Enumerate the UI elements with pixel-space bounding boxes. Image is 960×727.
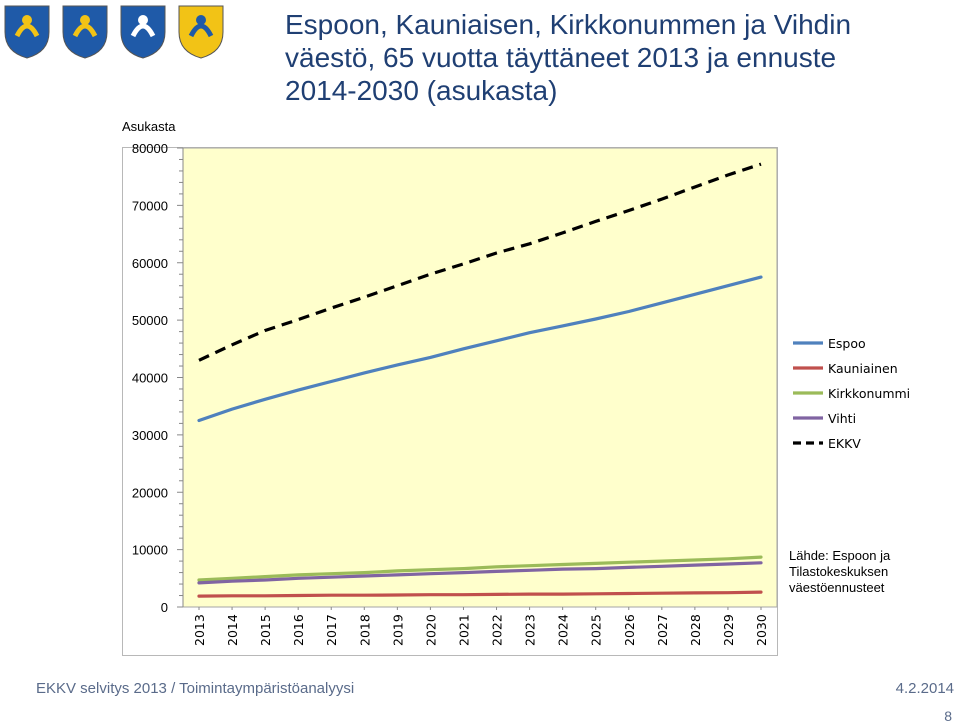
legend-swatch xyxy=(793,366,823,370)
y-tick-label: 30000 xyxy=(132,428,168,443)
y-tick-label: 20000 xyxy=(132,485,168,500)
y-tick-label: 10000 xyxy=(132,543,168,558)
legend-item-kauniainen: Kauniainen xyxy=(792,359,952,384)
x-tick-label: 2023 xyxy=(523,614,538,646)
series-line-kirkkonummi xyxy=(197,555,763,582)
plot-area xyxy=(182,147,778,608)
x-tick-label: 2019 xyxy=(390,614,405,646)
source-line-2: Tilastokeskuksen xyxy=(789,564,889,579)
footer-title: EKKV selvitys 2013 / Toimintaympäristöan… xyxy=(36,680,355,697)
legend-swatch xyxy=(793,416,823,420)
legend-label: Kauniainen xyxy=(828,361,898,376)
vihti-crest-icon xyxy=(178,5,224,59)
y-tick-label: 80000 xyxy=(132,141,168,156)
legend-label: Vihti xyxy=(828,411,857,426)
source-line-3: väestöennusteet xyxy=(789,580,885,595)
x-tick-label: 2025 xyxy=(589,614,604,646)
x-tick-label: 2030 xyxy=(754,614,769,646)
x-tick-label: 2022 xyxy=(490,614,505,646)
x-tick-label: 2027 xyxy=(655,614,670,646)
x-tick-label: 2029 xyxy=(721,614,736,646)
x-tick-label: 2026 xyxy=(622,614,637,646)
legend-swatch xyxy=(793,391,823,395)
x-tick-label: 2013 xyxy=(192,614,207,646)
series-line-ekkv xyxy=(198,162,762,362)
x-tick-label: 2017 xyxy=(324,614,339,646)
page-number: 8 xyxy=(944,708,952,724)
y-tick-label: 60000 xyxy=(132,256,168,271)
legend-label: Espoo xyxy=(828,336,866,351)
legend-label: EKKV xyxy=(828,436,861,451)
y-tick-label: 40000 xyxy=(132,371,168,386)
municipality-crests xyxy=(4,5,224,59)
x-tick-label: 2028 xyxy=(688,614,703,646)
kirkkonummi-crest-icon xyxy=(120,5,166,59)
x-tick-label: 2016 xyxy=(291,614,306,646)
title-line-1: Espoon, Kauniaisen, Kirkkonummen ja Vihd… xyxy=(285,9,852,40)
espoo-crest-icon xyxy=(4,5,50,59)
legend-item-kirkkonummi: Kirkkonummi xyxy=(792,384,952,409)
series-line-espoo xyxy=(197,275,763,423)
legend-item-ekkv: EKKV xyxy=(792,434,952,459)
y-tick-label: 50000 xyxy=(132,313,168,328)
series-line-kauniainen xyxy=(197,590,763,598)
y-axis-title: Asukasta xyxy=(122,119,176,134)
source-note: Lähde: Espoon ja Tilastokeskuksen väestö… xyxy=(789,548,959,596)
title-line-2: väestö, 65 vuotta täyttäneet 2013 ja enn… xyxy=(285,42,837,73)
kauniainen-crest-icon xyxy=(62,5,108,59)
x-tick-label: 2024 xyxy=(556,614,571,646)
x-tick-label: 2018 xyxy=(357,614,372,646)
chart-legend: Espoo Kauniainen Kirkkonummi Vihti EKKV xyxy=(792,334,952,459)
y-tick-label: 70000 xyxy=(132,198,168,213)
source-line-1: Lähde: Espoon ja xyxy=(789,548,891,563)
x-tick-label: 2020 xyxy=(423,614,438,646)
legend-label: Kirkkonummi xyxy=(828,386,911,401)
legend-item-espoo: Espoo xyxy=(792,334,952,359)
title-line-3: 2014-2030 (asukasta) xyxy=(285,75,558,106)
y-tick-label: 0 xyxy=(161,600,168,615)
x-tick-label: 2015 xyxy=(258,614,273,646)
footer-date: 4.2.2014 xyxy=(895,680,954,697)
legend-item-vihti: Vihti xyxy=(792,409,952,434)
legend-swatch xyxy=(793,441,823,445)
legend-swatch xyxy=(793,341,823,345)
x-tick-label: 2021 xyxy=(456,614,471,646)
page-title: Espoon, Kauniaisen, Kirkkonummen ja Vihd… xyxy=(285,8,925,107)
x-tick-label: 2014 xyxy=(225,614,240,646)
series-line-vihti xyxy=(197,561,763,585)
